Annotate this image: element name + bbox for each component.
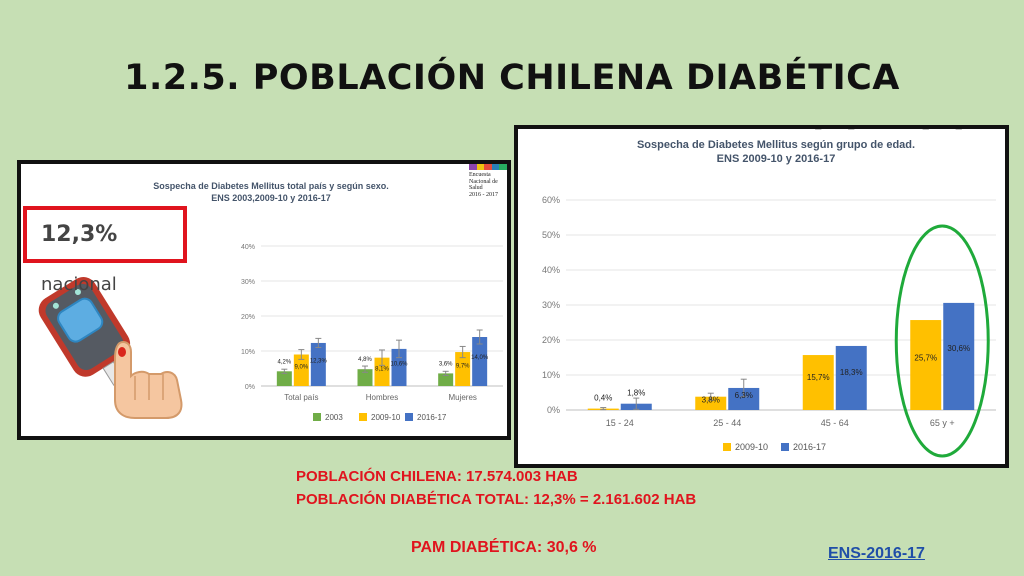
chart-title: Sospecha de Diabetes Mellitus según grup… [637,139,915,151]
bar [276,371,292,386]
data-label: 8,1% [375,366,389,372]
data-label: 9,0% [294,365,308,371]
ens-logo-line: Nacional de [469,178,498,185]
bar [438,373,454,386]
bar [310,342,326,386]
bar [910,320,942,410]
legend-label: 2009-10 [735,442,768,452]
data-label: 18,3% [840,368,863,377]
data-label: 3,6% [439,361,453,367]
bar [374,357,390,386]
y-tick-label: 30% [241,279,255,286]
legend-swatch [723,443,731,451]
age-chart: Sospecha de Diabetes Mellitus según grup… [542,129,996,458]
legend-swatch [359,413,367,421]
legend-swatch [313,413,321,421]
y-tick-label: 20% [241,314,255,321]
data-label: 12,3% [310,358,328,364]
legend-swatch [781,443,789,451]
national-rate-value: 12,3% [41,222,118,247]
chart-title: Sospecha de Diabetes Mellitus total país… [153,181,389,191]
national-rate-label: nacional [41,274,117,295]
bar [802,355,834,410]
y-tick-label: 10% [542,370,560,380]
bar [728,387,760,410]
x-category-label: Mujeres [448,393,476,402]
x-category-label: 45 - 64 [821,418,849,428]
y-tick-label: 60% [542,195,560,205]
ens-logo-line: Encuesta [469,172,491,178]
age-chart-panel: Sospecha de Diabetes Mellitus según grup… [514,125,1009,468]
y-tick-label: 50% [542,230,560,240]
legend-label: 2016-17 [793,442,826,452]
data-label: 4,8% [358,357,372,363]
chart-subtitle: ENS 2009-10 y 2016-17 [717,153,836,165]
slide-title: 1.2.5. POBLACIÓN CHILENA DIABÉTICA [124,58,900,98]
y-tick-label: 40% [542,265,560,275]
sex-chart-panel: Sospecha de Diabetes Mellitus total país… [17,160,511,440]
legend-label: 2009-10 [371,413,401,422]
finger-drop-icon [114,340,183,419]
bar [472,337,488,386]
data-label: 30,6% [947,344,970,353]
ens-source-link[interactable]: ENS-2016-17 [828,545,925,562]
legend-label: 2003 [325,413,343,422]
y-tick-label: 0% [547,405,560,415]
ens-logo-line: 2016 - 2017 [469,191,498,198]
data-label: 15,7% [807,373,830,382]
x-category-label: 65 y + [930,418,955,428]
bar [695,396,727,410]
data-label: 0,4% [594,394,612,403]
y-tick-label: 30% [542,300,560,310]
data-label: 1,8% [627,389,645,398]
chart-subtitle: ENS 2003,2009-10 y 2016-17 [211,193,331,203]
legend-swatch [405,413,413,421]
population-info: POBLACIÓN CHILENA: 17.574.003 HAB [296,468,578,485]
legend-label: 2016-17 [417,413,447,422]
data-label: 9,7% [456,363,470,369]
sex-chart: Sospecha de Diabetes Mellitus total país… [153,181,503,422]
bar [943,302,975,410]
ens-logo-line: Salud [469,185,483,191]
x-category-label: Hombres [366,393,398,402]
x-category-label: 25 - 44 [713,418,741,428]
bar [357,369,373,386]
data-label: 6,3% [735,391,753,400]
ens-logo: Encuesta Nacional de Salud 2016 - 2017 [469,164,515,208]
y-tick-label: 40% [241,244,255,251]
green-circle-highlight [894,224,990,458]
data-label: 3,8% [702,396,720,405]
y-tick-label: 20% [542,335,560,345]
data-label: 25,7% [914,354,937,363]
bar [293,354,309,386]
x-category-label: Total país [284,393,318,402]
y-tick-label: 0% [245,384,255,391]
data-label: 4,2% [277,359,291,365]
bar [835,345,867,410]
glucometer-illustration [38,277,183,419]
diabetic-population-info: POBLACIÓN DIABÉTICA TOTAL: 12,3% = 2.161… [296,491,697,508]
data-label: 14,0% [471,355,489,361]
pam-diabetic-rate: PAM DIABÉTICA: 30,6 % [411,539,597,556]
glucometer-icon [38,277,131,386]
national-rate-callout: 12,3% nacional [23,206,187,295]
x-category-label: 15 - 24 [606,418,634,428]
bar [455,352,471,386]
bar [391,348,407,386]
data-label: 10,6% [390,362,408,368]
y-tick-label: 10% [241,349,255,356]
